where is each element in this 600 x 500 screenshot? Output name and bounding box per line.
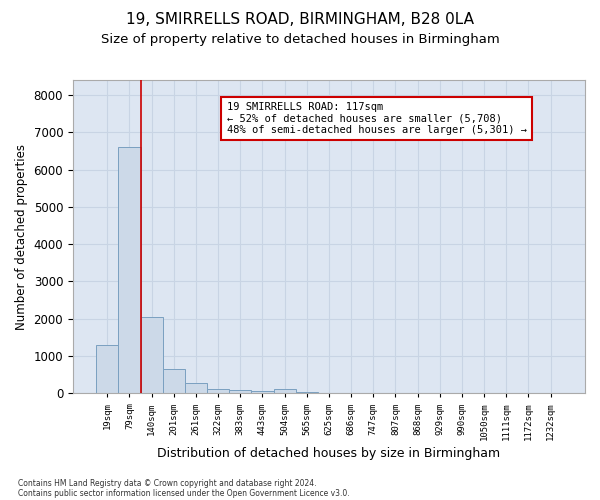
Bar (163, 369, 185, 394)
Text: 19, SMIRRELLS ROAD, BIRMINGHAM, B28 0LA: 19, SMIRRELLS ROAD, BIRMINGHAM, B28 0LA (126, 12, 474, 28)
Bar (118, 147, 140, 394)
Bar (207, 389, 229, 394)
Text: Size of property relative to detached houses in Birmingham: Size of property relative to detached ho… (101, 32, 499, 46)
Y-axis label: Number of detached properties: Number of detached properties (15, 144, 28, 330)
Bar (296, 392, 318, 394)
Bar (274, 390, 296, 394)
Text: Contains HM Land Registry data © Crown copyright and database right 2024.: Contains HM Land Registry data © Crown c… (18, 478, 317, 488)
Bar (251, 391, 274, 394)
Bar (185, 383, 207, 394)
Text: Contains public sector information licensed under the Open Government Licence v3: Contains public sector information licen… (18, 488, 350, 498)
Bar (140, 317, 163, 394)
Bar (96, 345, 118, 394)
X-axis label: Distribution of detached houses by size in Birmingham: Distribution of detached houses by size … (157, 447, 500, 460)
Text: 19 SMIRRELLS ROAD: 117sqm
← 52% of detached houses are smaller (5,708)
48% of se: 19 SMIRRELLS ROAD: 117sqm ← 52% of detac… (227, 102, 527, 135)
Bar (229, 390, 251, 394)
